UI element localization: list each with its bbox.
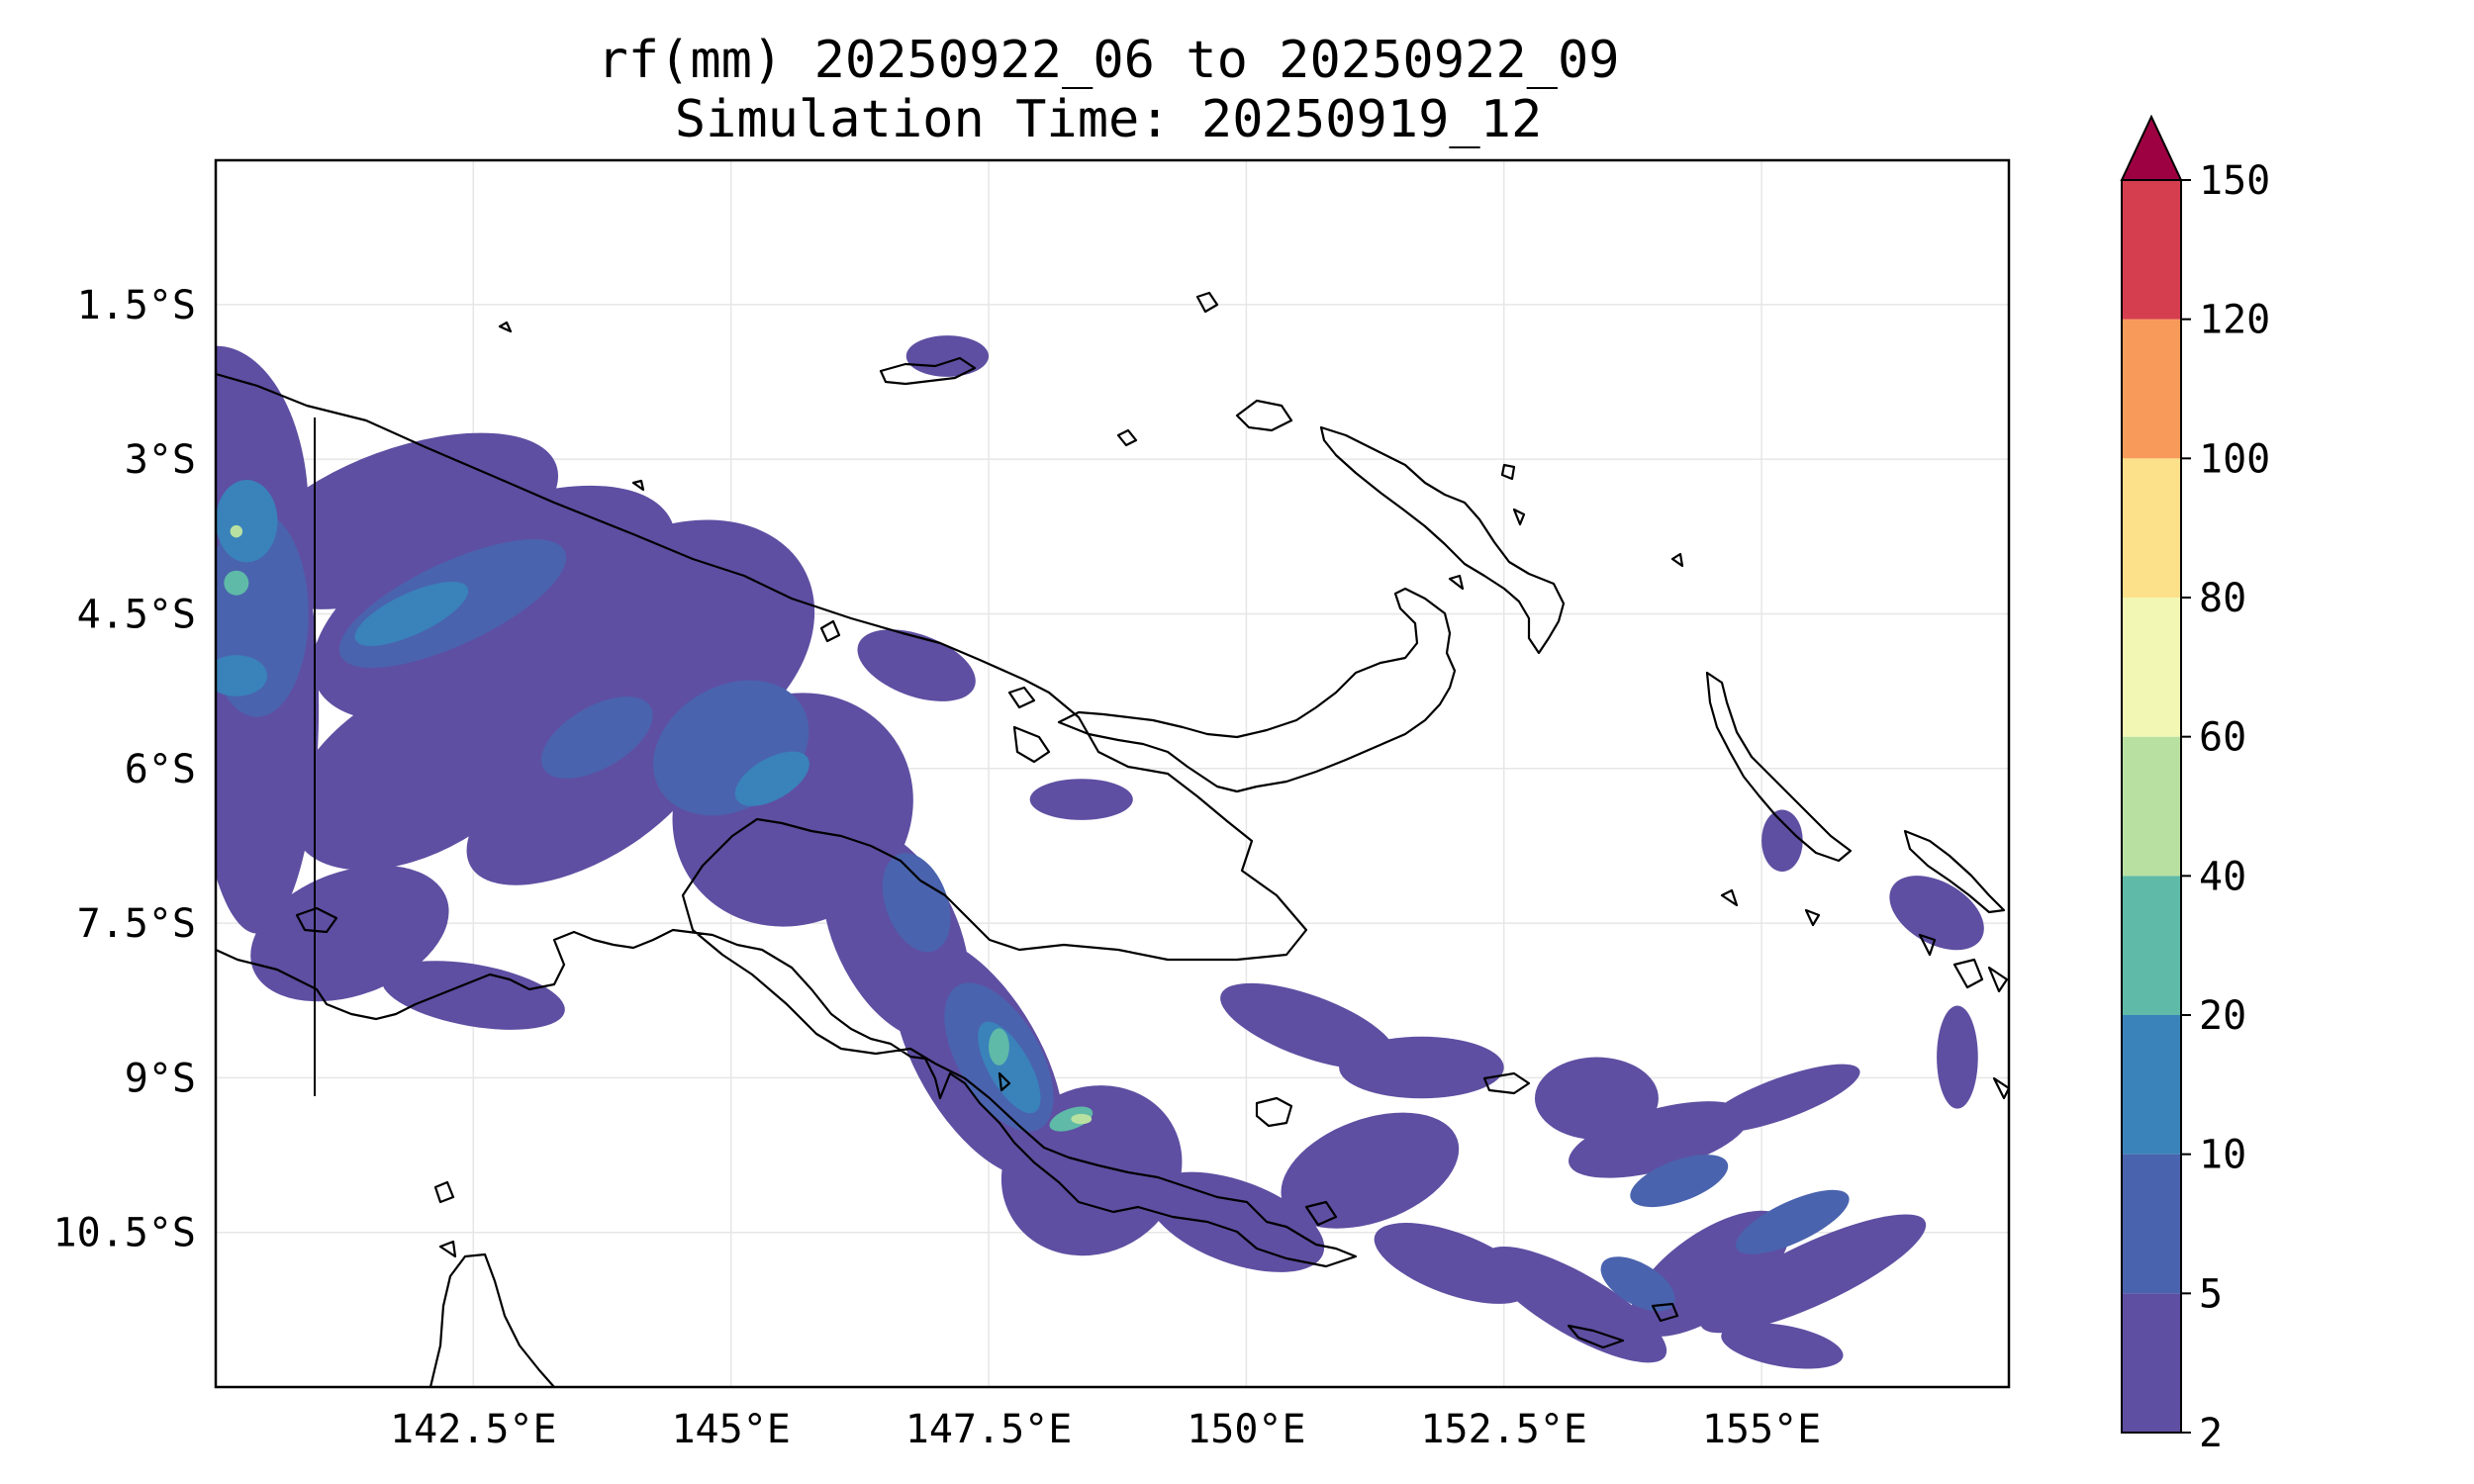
rain-area xyxy=(1736,1189,1850,1254)
lat-tick-label: 6°S xyxy=(125,747,196,792)
rain-area xyxy=(1889,876,1984,951)
lon-tick-label: 152.5°E xyxy=(1420,1407,1587,1452)
lon-tick-label: 145°E xyxy=(671,1407,790,1452)
rain-area xyxy=(1485,1246,1667,1363)
rain-area xyxy=(224,570,249,596)
colorbar-segment xyxy=(2122,1015,2181,1155)
fergusson-island-coastline xyxy=(1255,1096,1293,1128)
map-panel xyxy=(214,158,2011,1389)
rain-area xyxy=(243,432,558,609)
colorbar-segment xyxy=(2122,598,2181,737)
rain-area xyxy=(1600,1256,1675,1312)
map-title-line2: Simulation Time: 20250919_12 xyxy=(675,90,1543,149)
lat-tick-label: 9°S xyxy=(125,1056,196,1101)
longitude-tick-labels: 142.5°E 145°E 147.5°E 150°E 152.5°E 155°E xyxy=(390,1407,1821,1452)
colorbar-tick-label: 80 xyxy=(2199,576,2246,621)
colorbar-segment xyxy=(2122,458,2181,598)
rain-area xyxy=(1569,1101,1749,1178)
rain-area xyxy=(1071,1113,1093,1125)
lon-tick-label: 142.5°E xyxy=(390,1407,557,1452)
rain-area xyxy=(1704,1064,1860,1133)
choiseul-coastline xyxy=(1903,829,2006,914)
colorbar-segments xyxy=(2122,180,2181,1433)
colorbar-extend-arrow xyxy=(2120,114,2183,181)
colorbar-tick-labels: 2 5 10 20 40 60 80 100 120 150 xyxy=(2181,158,2270,1456)
colorbar-tick-label: 100 xyxy=(2199,436,2270,482)
colorbar-segment xyxy=(2122,1154,2181,1294)
lon-tick-label: 155°E xyxy=(1702,1407,1821,1452)
colorbar-segment xyxy=(2122,1293,2181,1433)
lat-tick-label: 3°S xyxy=(125,437,196,483)
colorbar-tick-label: 150 xyxy=(2199,158,2270,204)
rainfall-areas xyxy=(216,335,1984,1369)
latitude-tick-labels: 1.5°S 3°S 4.5°S 6°S 7.5°S 9°S 10.5°S xyxy=(53,283,197,1256)
colorbar-tick-label: 20 xyxy=(2199,993,2246,1039)
dolak-island-coastline xyxy=(295,906,338,934)
rain-area xyxy=(1937,1005,1978,1109)
rain-area xyxy=(1220,982,1396,1069)
colorbar-segment xyxy=(2122,736,2181,877)
rain-area xyxy=(1029,779,1133,820)
new-guinea-coastline xyxy=(216,372,1358,1268)
colorbar-tick-label: 10 xyxy=(2199,1133,2246,1178)
rain-area xyxy=(540,696,653,779)
new-britain-coastline xyxy=(1057,587,1457,793)
rain-area xyxy=(1761,809,1803,872)
lon-tick-label: 150°E xyxy=(1187,1407,1305,1452)
colorbar-frame xyxy=(2121,179,2182,1434)
rain-area xyxy=(882,853,951,953)
map-frame xyxy=(214,158,2011,1389)
rain-area xyxy=(216,655,268,696)
rain-area xyxy=(1721,1323,1844,1369)
rain-area xyxy=(1000,1085,1183,1256)
woodlark-island-coastline xyxy=(1482,1071,1531,1095)
map-title-line1: rf(mm) 20250922_06 to 20250922_09 xyxy=(597,31,1619,90)
rain-area xyxy=(1049,1106,1094,1132)
lat-tick-label: 10.5°S xyxy=(53,1211,197,1256)
colorbar-tick-label: 120 xyxy=(2199,298,2270,343)
colorbar-segment xyxy=(2122,180,2181,320)
colorbar-tick-label: 2 xyxy=(2199,1411,2223,1456)
cape-york-coastline xyxy=(428,1252,555,1387)
lat-tick-label: 7.5°S xyxy=(77,901,196,947)
rain-area xyxy=(857,629,976,701)
colorbar-segment xyxy=(2122,319,2181,459)
coastlines xyxy=(216,291,2009,1387)
rain-area xyxy=(354,582,469,646)
rain-area xyxy=(381,961,565,1030)
colorbar-tick-label: 40 xyxy=(2199,854,2246,899)
islet-coastline xyxy=(433,291,2009,1323)
lon-tick-label: 147.5°E xyxy=(905,1407,1073,1452)
manus-coastline xyxy=(879,356,977,386)
rain-area xyxy=(1147,1171,1325,1272)
rain-area xyxy=(989,1028,1009,1066)
new-ireland-coastline xyxy=(1319,425,1566,655)
rain-area xyxy=(1374,1223,1531,1304)
colorbar-tick-label: 60 xyxy=(2199,715,2246,761)
rossel-island-coastline xyxy=(1567,1324,1625,1349)
bougainville-coastline xyxy=(1705,671,1853,863)
rain-area xyxy=(1339,1036,1504,1099)
rain-area xyxy=(1700,1214,1927,1334)
rain-area xyxy=(905,335,990,377)
colorbar: 2 5 10 20 40 60 80 100 120 150 xyxy=(2120,114,2270,1456)
rain-area xyxy=(230,524,243,538)
colorbar-segment xyxy=(2122,876,2181,1015)
lat-tick-label: 1.5°S xyxy=(77,283,196,328)
rain-area xyxy=(1630,1155,1729,1208)
rain-area xyxy=(1281,1112,1460,1229)
rain-area xyxy=(734,751,809,806)
rain-area xyxy=(216,480,278,563)
colorbar-tick-label: 5 xyxy=(2199,1271,2223,1317)
lat-tick-label: 4.5°S xyxy=(77,592,196,637)
rain-area xyxy=(466,713,708,885)
